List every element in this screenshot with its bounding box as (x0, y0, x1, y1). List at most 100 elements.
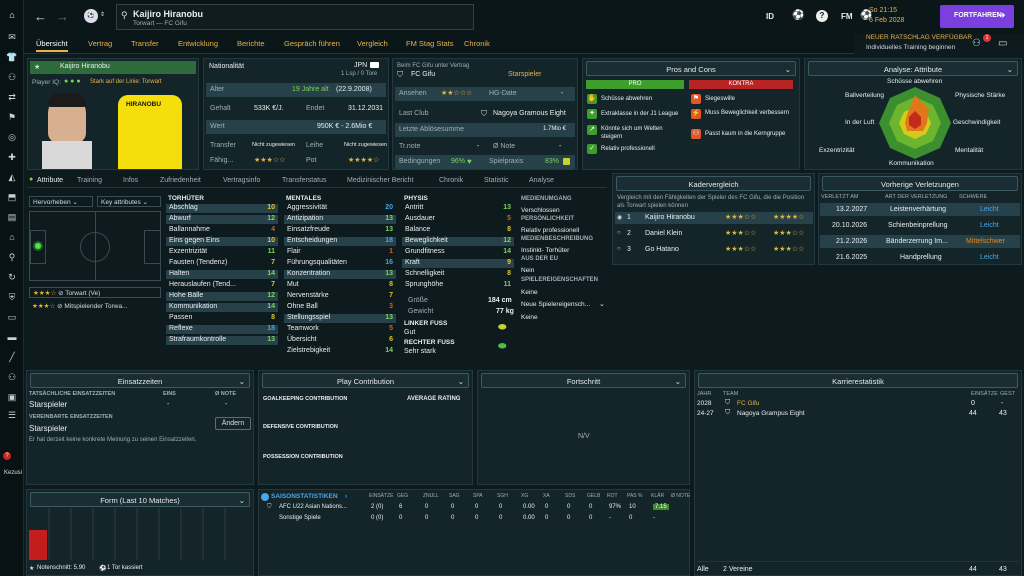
alert-icon[interactable]: ? (3, 452, 11, 460)
game-icon[interactable]: ⚽ (860, 10, 873, 21)
tab-chronik[interactable]: Chronik (439, 177, 464, 184)
attr-row[interactable]: Schnelligkeit 8 (402, 270, 514, 279)
season-col-header[interactable]: GEG (397, 493, 409, 499)
tab-training[interactable]: Training (77, 177, 103, 184)
attr-row[interactable]: Hohe Bälle 12 (166, 292, 278, 301)
nav-fm-stag[interactable]: FM Stag Stats (406, 39, 454, 48)
back-icon[interactable]: ← (34, 9, 47, 24)
squad-row-2[interactable]: ○ 2 Daniel Klein ★★★☆☆ ★★★☆☆ (615, 228, 813, 240)
attr-row[interactable]: Antritt 13 (402, 204, 514, 213)
attr-row[interactable]: Grundfitness 14 (402, 248, 514, 257)
stats-icon[interactable]: ▤ (7, 212, 17, 222)
attr-row[interactable]: Ohne Ball 3 (284, 303, 396, 312)
attr-row[interactable]: Aggressivität 20 (284, 204, 396, 213)
search-icon[interactable]: ⚲ (8, 252, 16, 262)
role-2-item[interactable]: ★★★☆ ⊘ Mitspielender Torwa... (32, 303, 128, 310)
nav-vergleich[interactable]: Vergleich (357, 39, 388, 48)
attr-row[interactable]: Mut 8 (284, 281, 396, 290)
nav-entwicklung[interactable]: Entwicklung (178, 39, 219, 48)
nav-transfer[interactable]: Transfer (131, 39, 159, 48)
attr-row[interactable]: Einsatzfreude 13 (284, 226, 396, 235)
season-stats-title[interactable]: SAISONSTATISTIKEN (271, 493, 338, 500)
attr-row[interactable]: Übersicht 6 (284, 336, 396, 345)
radio-icon[interactable]: ○ (617, 230, 621, 236)
chevron-down-icon[interactable]: ⌄ (238, 496, 245, 505)
attr-row[interactable]: Reflexe 18 (166, 325, 278, 334)
season-col-header[interactable]: PAS % (627, 493, 643, 499)
pros-cons-header[interactable]: Pros and Cons ⌄ (586, 61, 796, 76)
chevron-down-icon[interactable]: ⌄ (1006, 65, 1013, 74)
attr-row[interactable]: Entscheidungen 18 (284, 237, 396, 246)
dynamics-icon[interactable]: ⚇ (7, 72, 17, 82)
attr-row[interactable]: Halten 14 (166, 270, 278, 279)
chevron-down-icon[interactable]: ⌄ (674, 377, 681, 386)
season-col-header[interactable]: GELB (587, 493, 601, 499)
attr-row[interactable]: Ballannahme 4 (166, 226, 278, 235)
attr-row[interactable]: Nervenstärke 7 (284, 292, 396, 301)
home-icon[interactable]: ⌂ (9, 10, 15, 20)
nav-chronik[interactable]: Chronik (464, 39, 490, 48)
leihe-val[interactable]: Nicht zugewiesen (344, 142, 388, 148)
season-col-header[interactable]: Ø NOTE (671, 493, 691, 499)
attr-row[interactable]: Kraft 9 (402, 259, 514, 268)
tab-zufriedenheit[interactable]: Zufriedenheit (160, 177, 201, 184)
radar-header[interactable]: Analyse: Attribute ⌄ (808, 61, 1018, 76)
season-col-header[interactable]: XA (543, 493, 550, 499)
chevron-down-icon[interactable]: ⌄ (784, 65, 791, 74)
chevron-updown-icon[interactable]: ⇕ (100, 12, 106, 18)
training-icon[interactable]: ◎ (8, 132, 16, 142)
last-club-val[interactable]: Nagoya Gramous Eight (493, 110, 566, 117)
squad-icon[interactable]: 👕 (6, 52, 18, 62)
attr-row[interactable]: Teamwork 5 (284, 325, 396, 334)
chevron-right-icon[interactable]: › (345, 493, 348, 500)
attr-row[interactable]: Abwurf 12 (166, 215, 278, 224)
attr-row[interactable]: Herauslaufen (Tend... 7 (166, 281, 278, 290)
id-button[interactable]: ID (766, 12, 774, 21)
new-traits-dropdown[interactable]: Neue Spielereigensch... (521, 301, 591, 308)
attr-row[interactable]: Konzentration 13 (284, 270, 396, 279)
ball-icon[interactable]: ⚽ (792, 10, 805, 21)
tip-text[interactable]: Individuelles Training beginnen (866, 44, 956, 51)
change-button[interactable]: Ändern (215, 417, 251, 430)
gk-position-marker[interactable] (33, 241, 43, 251)
nav-vertrag[interactable]: Vertrag (88, 39, 113, 48)
nav-uebersicht[interactable]: Übersicht (36, 39, 68, 52)
attr-row[interactable]: Balance 8 (402, 226, 514, 235)
chevron-down-icon[interactable]: ⌄ (238, 377, 245, 386)
injuries-header[interactable]: Vorherige Verletzungen (822, 176, 1018, 191)
attr-row[interactable]: Passen 8 (166, 314, 278, 323)
club-name[interactable]: FC Gifu (411, 71, 436, 78)
tab-transferstatus[interactable]: Transferstatus (282, 177, 327, 184)
radio-icon[interactable]: ◉ (617, 215, 623, 221)
season-col-header[interactable]: ROT (607, 493, 618, 499)
season-col-header[interactable]: EINSÄTZE (369, 493, 394, 499)
career-header[interactable]: Karrierestatistik (698, 373, 1018, 388)
attr-row[interactable]: Exzentrizität 11 (166, 248, 278, 257)
career-team[interactable]: Nagoya Grampus Eight (737, 410, 805, 417)
attr-row[interactable]: Ausdauer 5 (402, 215, 514, 224)
forward-icon[interactable]: → (56, 9, 69, 24)
attr-row[interactable]: Strafraumkontrolle 13 (166, 336, 278, 345)
tab-statistic[interactable]: Statistic (484, 177, 509, 184)
tactics-icon[interactable]: ⇄ (8, 92, 16, 102)
attr-row[interactable]: Abschlag 10 (166, 204, 278, 213)
transfer-val[interactable]: Nicht zugewiesen (252, 142, 296, 148)
tab-attribute[interactable]: Attribute (37, 177, 64, 184)
pen-icon[interactable]: ╱ (9, 352, 15, 362)
badge-icon[interactable]: ▣ (7, 392, 17, 402)
tab-analyse[interactable]: Analyse (529, 177, 554, 184)
attr-row[interactable]: Sprunghöhe 11 (402, 281, 514, 290)
club-icon[interactable]: ⌂ (9, 232, 15, 242)
inbox-icon[interactable]: ✉ (8, 32, 16, 42)
play-contribution-header[interactable]: Play Contribution ⌄ (262, 373, 469, 388)
season-col-header[interactable]: SGH (497, 493, 508, 499)
role-1-dropdown[interactable]: ★★★☆ ⊘ Torwart (Ve) (29, 287, 161, 298)
fm-button[interactable]: FM (841, 12, 853, 21)
attr-row[interactable]: Fausten (Tendenz) 7 (166, 259, 278, 268)
help-icon[interactable]: ? (816, 10, 828, 22)
playing-time-header[interactable]: Einsatzzeiten ⌄ (30, 373, 250, 388)
chevron-down-icon[interactable]: ⌄ (599, 301, 605, 308)
continue-button[interactable]: FORTFAHREN ➔ (940, 5, 1014, 28)
medical-icon[interactable]: ✚ (8, 152, 16, 162)
refresh-icon[interactable]: ↻ (8, 272, 16, 282)
